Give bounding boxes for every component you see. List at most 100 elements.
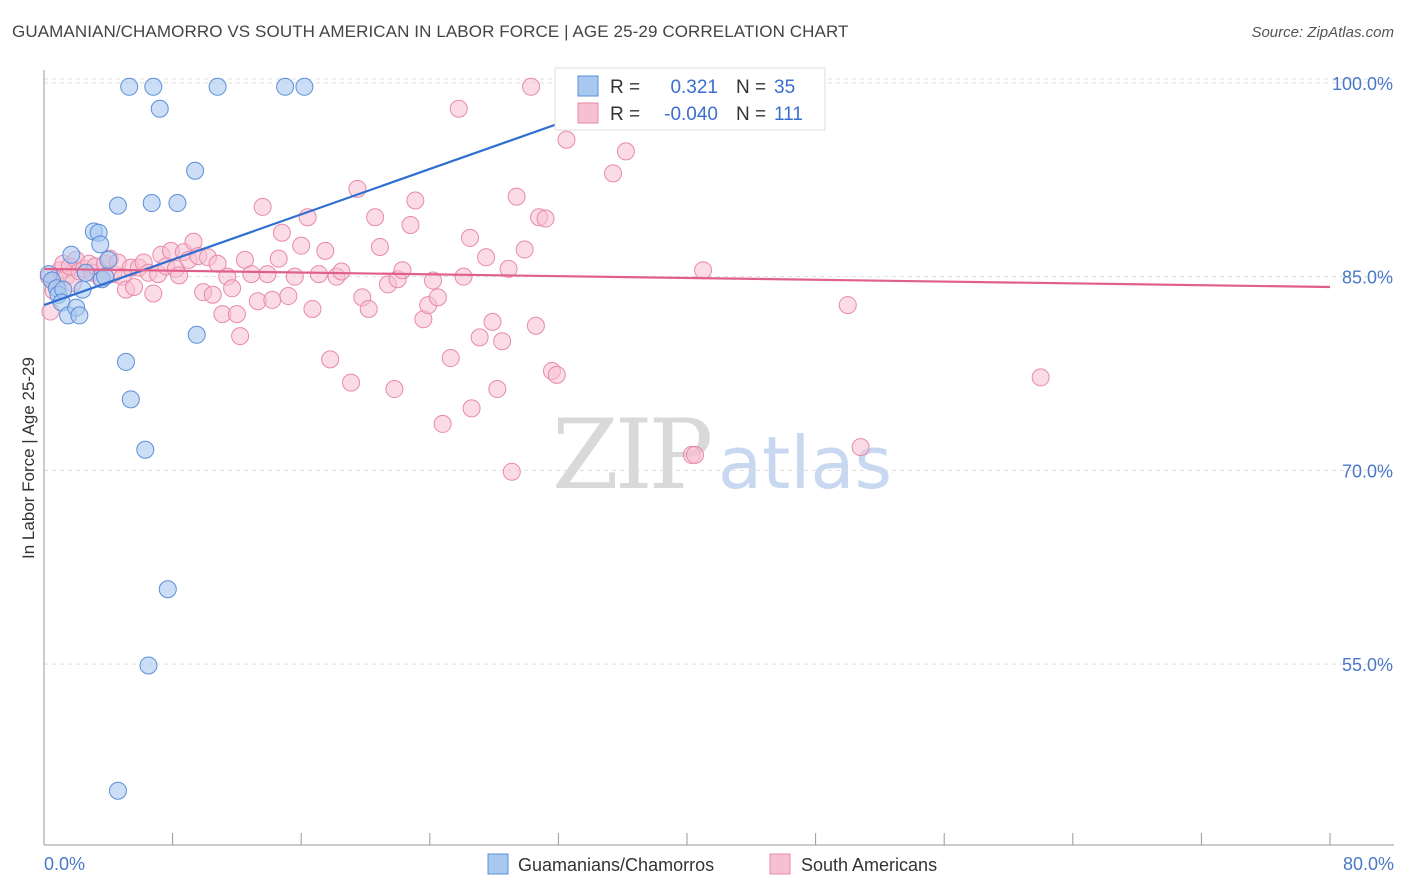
south-american-point	[433, 414, 452, 433]
south-american-point	[515, 240, 534, 259]
legend-swatch-guamanians	[487, 853, 509, 875]
south-american-point	[462, 399, 481, 418]
south-american-point	[385, 380, 404, 399]
south-american-point	[470, 328, 489, 347]
south-american-point	[342, 373, 361, 392]
y-axis-label: In Labor Force | Age 25-29	[19, 357, 38, 559]
legend-label-south-americans: South Americans	[801, 855, 937, 875]
south-american-point	[223, 279, 242, 298]
south-american-point	[272, 223, 291, 242]
south-american-point	[269, 249, 288, 268]
guamanian-point	[295, 77, 314, 96]
guamanian-point	[91, 235, 110, 254]
south-american-point	[477, 248, 496, 267]
south-american-point	[279, 287, 298, 306]
stats-n-value-1: 35	[774, 77, 795, 98]
south-american-point	[203, 285, 222, 304]
watermark-atlas: atlas	[718, 421, 892, 505]
south-american-point	[406, 191, 425, 210]
axes	[43, 70, 1394, 846]
south-american-point	[292, 236, 311, 255]
south-american-point	[428, 288, 447, 307]
guamanian-point	[108, 196, 127, 215]
guamanian-point	[99, 250, 118, 269]
legend-swatch-south-americans	[769, 853, 791, 875]
south-american-point	[253, 197, 272, 216]
stats-r-label-1: R =	[610, 77, 640, 98]
legend: Guamanians/Chamorros South Americans	[487, 853, 937, 875]
south-american-point	[694, 261, 713, 280]
south-american-point	[231, 327, 250, 346]
south-american-points	[39, 77, 1050, 481]
chart-title: GUAMANIAN/CHAMORRO VS SOUTH AMERICAN IN …	[12, 22, 849, 41]
south-american-point	[838, 296, 857, 315]
stats-pink-swatch	[577, 102, 599, 124]
south-american-point	[460, 228, 479, 247]
south-american-point	[170, 266, 189, 285]
guamanian-point	[139, 656, 158, 675]
guamanian-point	[136, 440, 155, 459]
guamanian-point	[276, 77, 295, 96]
guamanian-point	[208, 77, 227, 96]
y-tick-label: 55.0%	[1342, 655, 1393, 675]
stats-box-frame	[554, 67, 826, 131]
guamanian-point	[76, 263, 95, 282]
south-american-point	[502, 462, 521, 481]
south-american-point	[303, 299, 322, 318]
x-ticks	[43, 833, 1331, 845]
stats-n-label-1: N =	[736, 77, 766, 98]
south-american-point	[536, 209, 555, 228]
guamanian-point	[142, 194, 161, 213]
south-american-point	[393, 261, 412, 280]
guamanian-point	[186, 161, 205, 180]
south-american-point	[321, 350, 340, 369]
y-tick-label: 85.0%	[1342, 268, 1393, 288]
south-american-point	[604, 164, 623, 183]
south-american-point	[366, 208, 385, 227]
south-american-point	[493, 332, 512, 351]
south-american-point	[454, 267, 473, 286]
y-tick-label: 70.0%	[1342, 461, 1393, 481]
guamanian-point	[158, 580, 177, 599]
guamanian-point	[116, 352, 135, 371]
guamanian-point	[121, 390, 140, 409]
guamanian-point	[62, 245, 81, 264]
south-american-point	[359, 299, 378, 318]
stats-n-value-2: 111	[774, 104, 803, 125]
south-american-point	[851, 438, 870, 457]
guamanian-point	[187, 325, 206, 344]
guamanian-point	[70, 306, 89, 325]
gridlines	[44, 78, 1394, 665]
stats-r-value-2: -0.040	[664, 104, 718, 125]
south-american-point	[686, 445, 705, 464]
south-american-point	[557, 130, 576, 149]
south-american-point	[285, 267, 304, 286]
south-american-point	[547, 365, 566, 384]
south-american-point	[316, 241, 335, 260]
south-american-point	[242, 265, 261, 284]
stats-r-label-2: R =	[610, 104, 640, 125]
guamanian-point	[144, 77, 163, 96]
south-american-point	[488, 380, 507, 399]
south-american-point	[309, 265, 328, 284]
south-american-point	[499, 259, 518, 278]
south-american-trendline	[43, 267, 1331, 289]
south-american-point	[616, 142, 635, 161]
south-american-point	[1031, 368, 1050, 387]
south-american-point	[526, 316, 545, 335]
south-american-point	[401, 216, 420, 234]
x-tick-label-max: 80.0%	[1343, 854, 1394, 874]
guamanian-point	[120, 77, 139, 96]
y-tick-label: 100.0%	[1332, 74, 1393, 94]
south-american-point	[144, 284, 163, 303]
legend-label-guamanians: Guamanians/Chamorros	[518, 855, 714, 875]
south-american-point	[483, 312, 502, 331]
guamanian-point	[168, 194, 187, 213]
south-american-point	[507, 187, 526, 206]
source-label: Source: ZipAtlas.com	[1251, 24, 1394, 41]
south-american-point	[370, 237, 389, 256]
south-american-point	[424, 271, 443, 290]
stats-box: R = 0.321 N = 35 R = -0.040 N = 111	[554, 67, 826, 131]
guamanian-point	[150, 99, 169, 118]
